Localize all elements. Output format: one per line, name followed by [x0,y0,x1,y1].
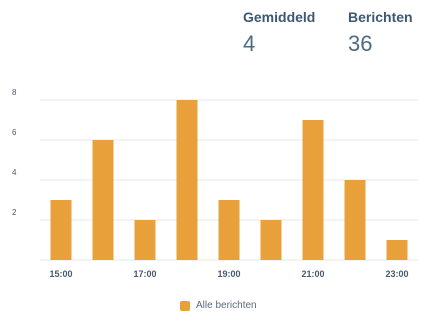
messages-stat: Berichten 36 [348,8,437,56]
legend-swatch [180,300,190,311]
bar-series [50,100,408,260]
messages-value: 36 [348,31,373,56]
y-tick-label: 4 [12,168,17,177]
bar-2100[interactable] [302,120,324,260]
chart-legend: Alle berichten [180,300,257,311]
x-tick-label: 21:00 [301,269,324,279]
average-stat: Gemiddeld 4 [243,8,348,56]
x-tick-label: 23:00 [385,269,408,279]
bar-2000[interactable] [260,220,282,260]
x-tick-label: 19:00 [217,269,240,279]
messages-label: Berichten [348,9,413,25]
y-tick-label: 2 [12,208,17,217]
average-value: 4 [243,31,256,56]
bar-2200[interactable] [344,180,366,260]
legend-label: Alle berichten [196,300,257,311]
average-label: Gemiddeld [243,9,316,25]
bar-1900[interactable] [218,200,240,260]
bar-1700[interactable] [134,220,156,260]
x-axis-ticks: 15:00 17:00 19:00 21:00 23:00 [49,269,408,279]
y-tick-label: 8 [12,88,17,97]
stats-panel: Gemiddeld 4 Berichten 36 [243,8,437,56]
y-tick-label: 6 [12,128,17,137]
bar-1500[interactable] [50,200,72,260]
bar-1600[interactable] [92,140,114,260]
bar-2300[interactable] [386,240,408,260]
y-axis-ticks: 2 4 6 8 [12,88,17,217]
x-tick-label: 17:00 [133,269,156,279]
bar-1800[interactable] [176,100,198,260]
x-tick-label: 15:00 [49,269,72,279]
